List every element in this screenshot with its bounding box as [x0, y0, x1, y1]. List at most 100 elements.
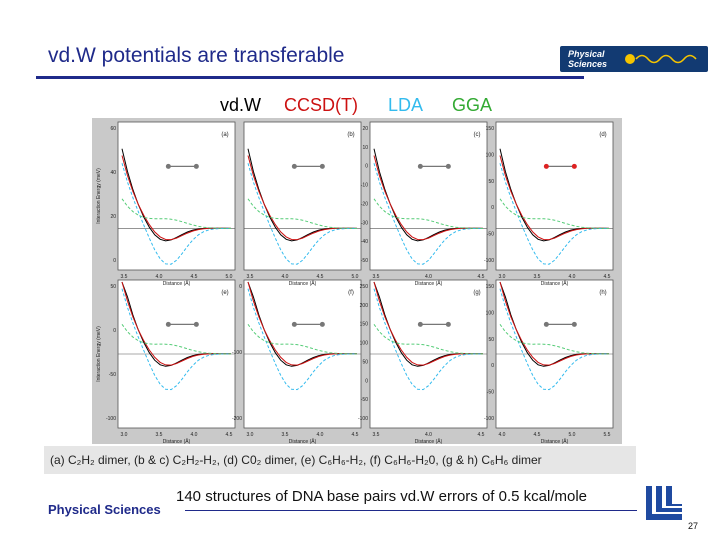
page-number: 27	[688, 521, 699, 531]
molecule-atom	[291, 321, 297, 327]
y-tick-label: -10	[361, 183, 368, 189]
x-tick-label: 3.5	[156, 432, 163, 438]
curve-cc	[499, 281, 609, 366]
slide-title: vd.W potentials are transferable	[48, 44, 345, 67]
x-tick-label: 3.5	[373, 432, 380, 438]
x-tick-label: 4.0	[317, 432, 324, 438]
x-tick-label: 3.5	[121, 274, 128, 280]
y-tick-label: 150	[360, 322, 369, 328]
x-tick-label: 4.0	[282, 274, 289, 280]
y-tick-label: -50	[361, 258, 368, 264]
molecule-atom	[543, 163, 549, 169]
y-tick-label: 100	[486, 310, 495, 316]
y-tick-label: 40	[110, 170, 116, 176]
curve-gga	[247, 324, 357, 355]
y-tick-label: 50	[488, 337, 494, 343]
wave-icon	[625, 54, 697, 64]
figure-caption: (a) C₂H₂ dimer, (b & c) C₂H₂-H₂, (d) C0₂…	[44, 446, 636, 474]
footer-summary: 140 structures of DNA base pairs vd.W er…	[176, 488, 587, 505]
y-tick-label: -200	[232, 416, 242, 422]
panel-label: (f)	[348, 290, 354, 296]
x-tick-label: 4.5	[191, 274, 198, 280]
molecule-atom	[571, 321, 577, 327]
curve-gga	[373, 198, 484, 229]
x-axis-label: Distance (Å)	[163, 280, 191, 287]
y-tick-label: 50	[110, 284, 116, 290]
x-tick-label: 5.0	[226, 274, 233, 280]
x-tick-label: 4.5	[352, 432, 359, 438]
legend-ccsdt: CCSD(T)	[284, 95, 358, 115]
y-tick-label: -20	[361, 201, 368, 207]
y-tick-label: -100	[358, 416, 368, 422]
curve-cc	[121, 155, 232, 241]
curve-gga	[499, 198, 610, 229]
y-tick-label: 250	[360, 284, 369, 290]
logo-text-line-2: Sciences	[568, 59, 608, 69]
panel-label: (c)	[474, 132, 481, 138]
y-tick-label: 20	[362, 126, 368, 132]
y-tick-label: -50	[361, 397, 368, 403]
y-tick-label: 100	[486, 152, 495, 158]
curve-gga	[121, 324, 231, 355]
y-tick-label: 50	[488, 179, 494, 185]
x-tick-label: 4.5	[478, 432, 485, 438]
y-tick-label: -50	[109, 372, 116, 378]
panel-label: (g)	[473, 290, 480, 296]
curve-legend: vd.W CCSD(T) LDA GGA	[212, 90, 504, 120]
x-tick-label: 4.5	[226, 432, 233, 438]
curve-gga	[499, 324, 609, 355]
llnl-logo	[646, 486, 682, 520]
y-tick-label: -30	[361, 220, 368, 226]
x-tick-label: 4.0	[156, 274, 163, 280]
legend-gga: GGA	[452, 95, 493, 115]
legend-lda: LDA	[388, 95, 424, 115]
y-tick-label: 0	[491, 205, 494, 211]
panel-label: (d)	[599, 132, 606, 138]
curve-cc	[247, 155, 358, 241]
curve-cc	[373, 281, 483, 366]
y-tick-label: -100	[484, 416, 494, 422]
y-axis-label-top: Interaction Energy (meV)	[96, 168, 102, 224]
x-tick-label: 3.0	[121, 432, 128, 438]
x-tick-label: 4.0	[499, 432, 506, 438]
x-tick-label: 5.5	[604, 432, 611, 438]
y-tick-label: 150	[486, 284, 495, 290]
y-tick-label: 50	[362, 359, 368, 365]
y-tick-label: 150	[486, 126, 495, 132]
curve-cc	[247, 281, 357, 366]
molecule-atom	[165, 163, 171, 169]
x-tick-label: 3.0	[247, 432, 254, 438]
molecule-atom	[417, 321, 423, 327]
x-axis-label: Distance (Å)	[163, 438, 191, 444]
energy-curves-figure: (a) 3.5 4.0 4.5 5.0 60 40 20 0 (b) 3.5 4.0 4.5 5.0 (c)…	[92, 118, 622, 445]
curve-gga	[373, 324, 483, 355]
y-tick-label: 0	[365, 378, 368, 384]
y-tick-label: -50	[487, 232, 494, 238]
y-tick-label: 0	[113, 258, 116, 264]
x-tick-label: 4.0	[425, 432, 432, 438]
y-axis-label-bottom: Interaction Energy (meV)	[96, 326, 102, 382]
footer-rule	[185, 510, 637, 511]
y-tick-label: 100	[360, 341, 369, 347]
x-axis-label: Distance (Å)	[289, 438, 317, 444]
molecule-atom	[319, 321, 325, 327]
x-tick-label: 4.5	[604, 274, 611, 280]
x-tick-label: 4.0	[191, 432, 198, 438]
molecule-atom	[417, 163, 423, 169]
y-tick-label: 0	[239, 284, 242, 290]
x-tick-label: 4.0	[425, 274, 432, 280]
y-tick-label: 20	[110, 214, 116, 220]
x-tick-label: 3.0	[499, 274, 506, 280]
physical-sciences-logo: Physical Sciences	[560, 46, 708, 72]
y-tick-label: -100	[232, 350, 242, 356]
x-axis-label: Distance (Å)	[541, 280, 569, 287]
x-tick-label: 3.5	[534, 274, 541, 280]
x-tick-label: 3.5	[282, 432, 289, 438]
curve-cc	[373, 155, 484, 241]
y-tick-label: -40	[361, 239, 368, 245]
panel-frame	[369, 121, 488, 271]
molecule-atom	[165, 321, 171, 327]
x-tick-label: 4.5	[534, 432, 541, 438]
y-tick-label: 0	[113, 328, 116, 334]
y-tick-label: -100	[106, 416, 116, 422]
